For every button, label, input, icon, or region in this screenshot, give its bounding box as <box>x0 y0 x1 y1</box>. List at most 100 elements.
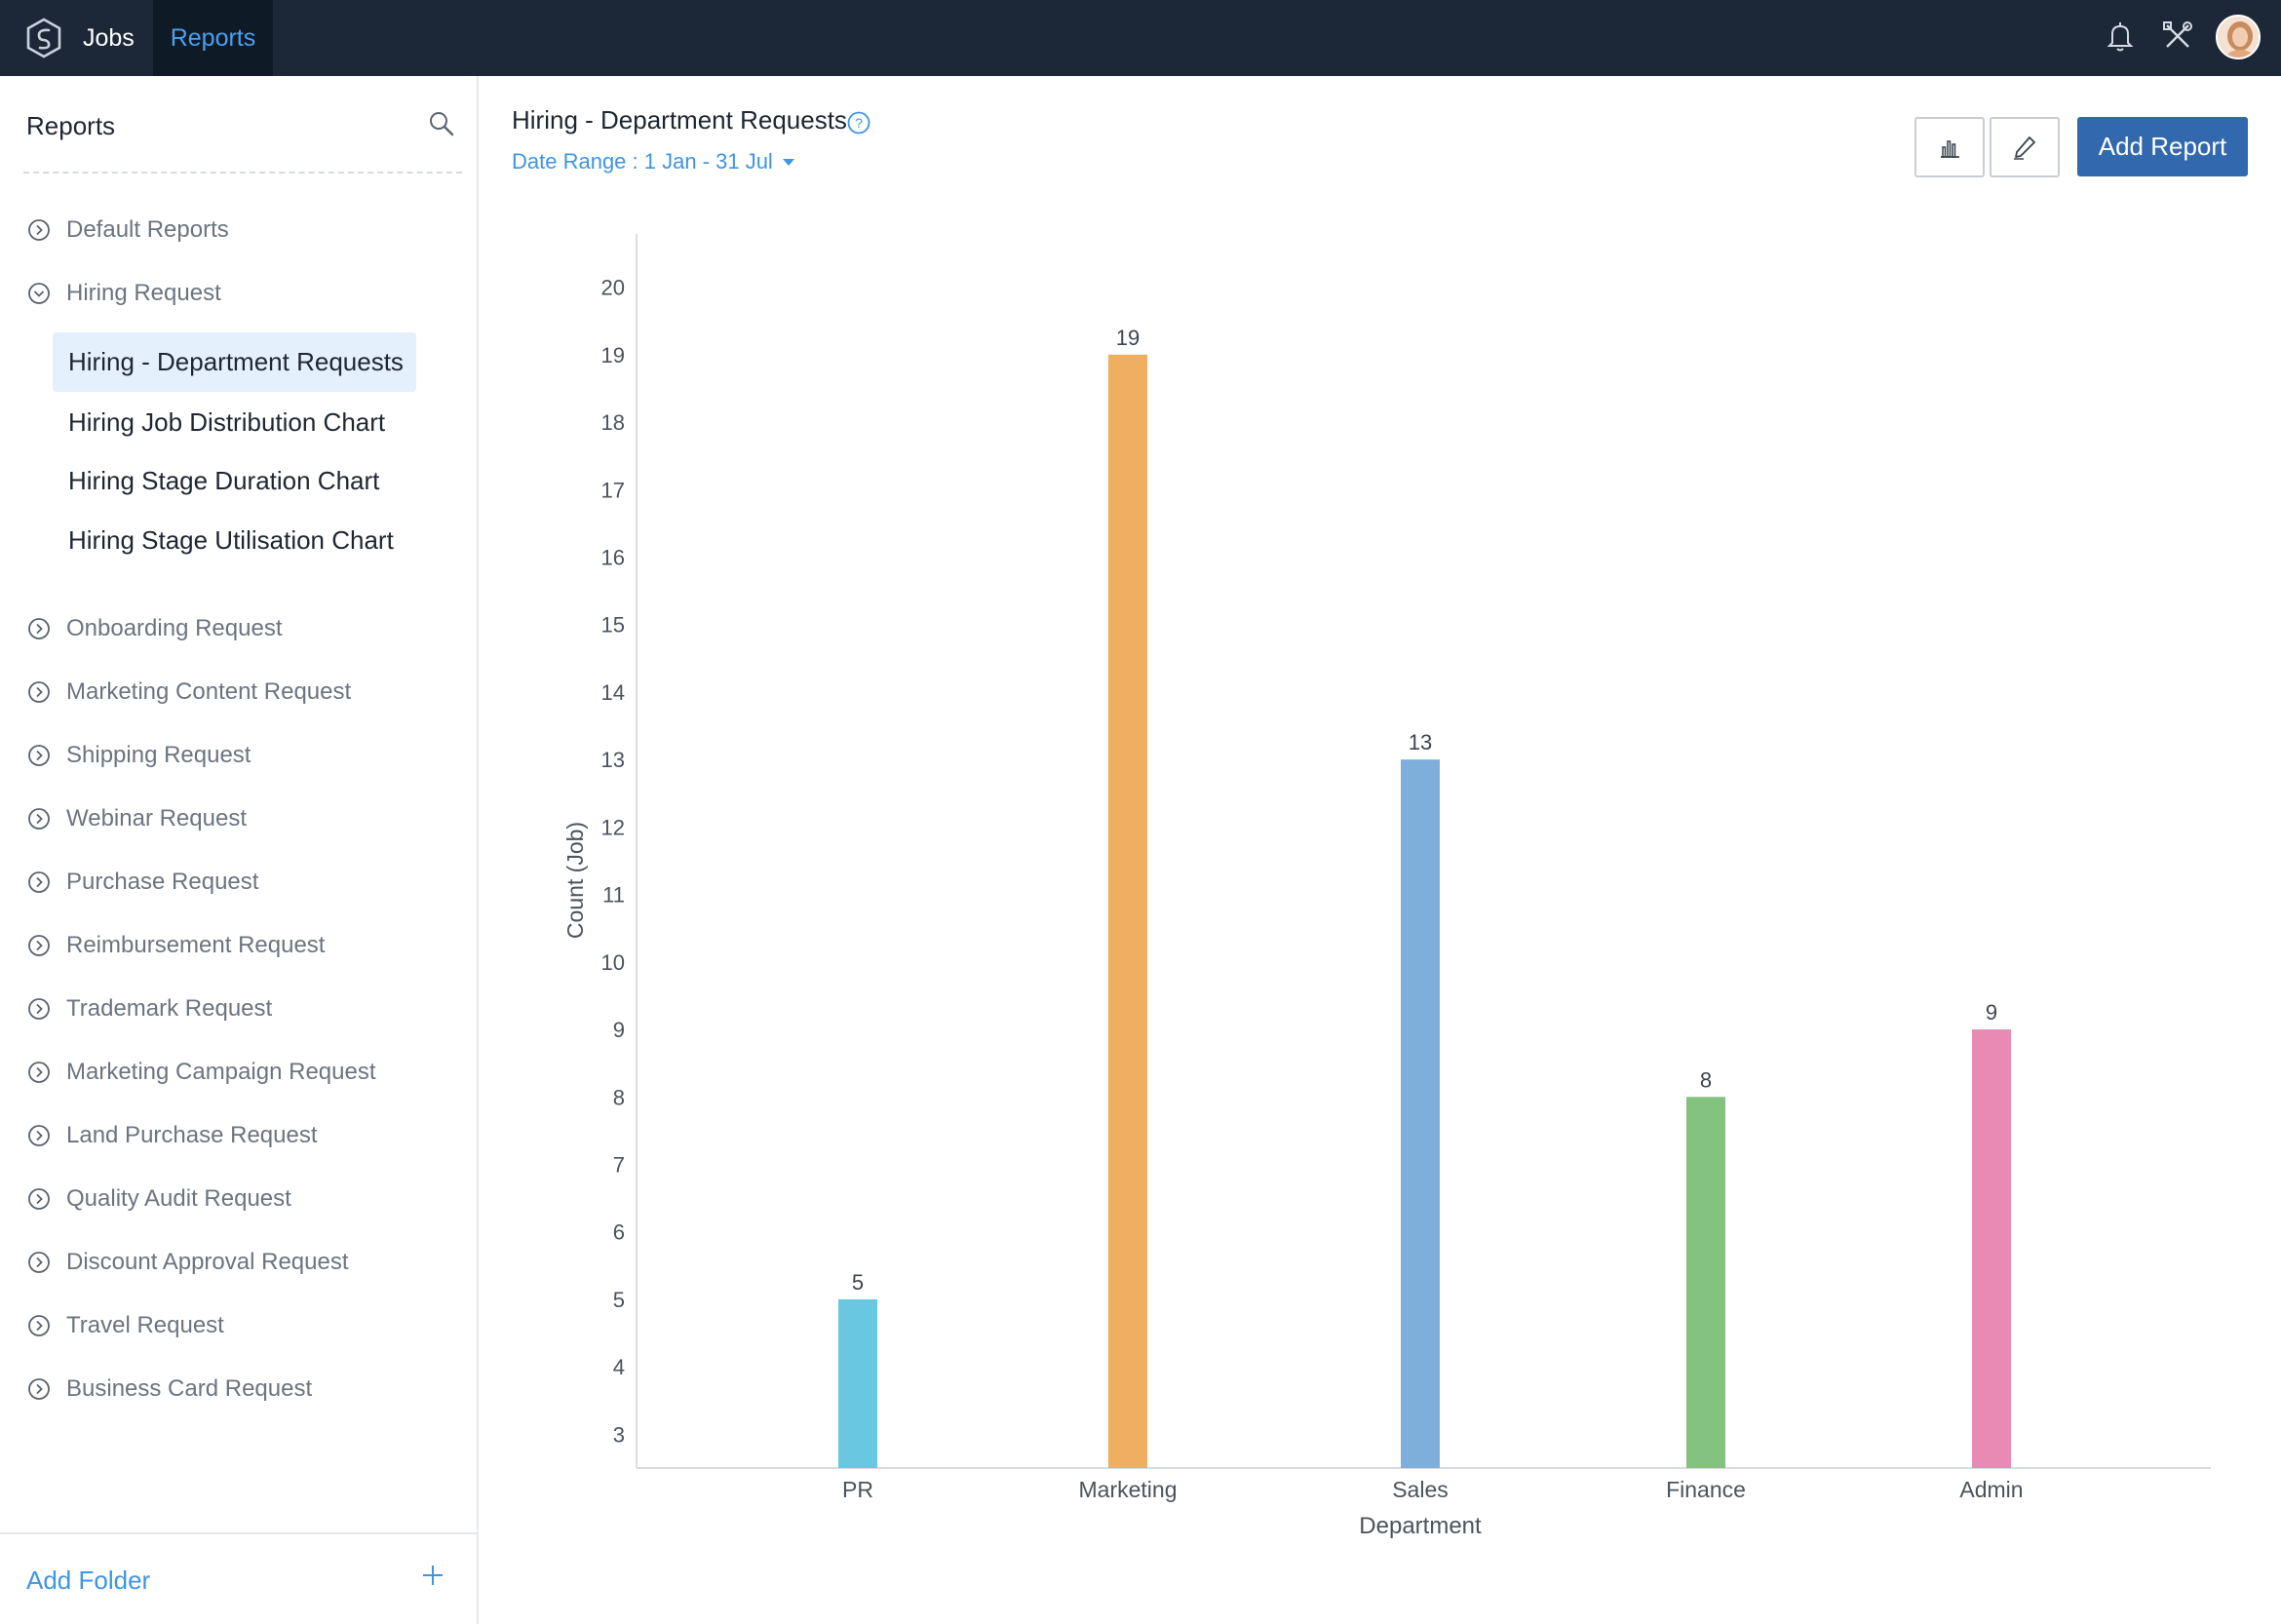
folder-label: Hiring Request <box>66 280 221 306</box>
chart-type-button[interactable] <box>1914 117 1985 177</box>
tools-icon[interactable] <box>2158 17 2197 56</box>
data-label: 13 <box>1409 730 1432 754</box>
folder-label: Travel Request <box>66 1312 224 1338</box>
sidebar-title: Reports <box>26 111 116 140</box>
y-tick-label: 3 <box>613 1422 625 1447</box>
chevron-right-circle-icon <box>28 871 50 893</box>
folder-label: Land Purchase Request <box>66 1122 318 1148</box>
folder-label: Quality Audit Request <box>66 1185 291 1212</box>
bar-chart-icon <box>1941 140 1959 158</box>
sidebar-footer-divider <box>0 1532 477 1534</box>
plus-icon[interactable] <box>417 1560 448 1591</box>
y-axis-title: Count (Job) <box>562 822 588 939</box>
folder-label: Trademark Request <box>66 995 273 1022</box>
department-bar-chart: 3 4 5 6 7 8 9 10 11 12 13 14 15 16 17 18 19 20 Count (Job)… <box>562 234 2211 1539</box>
x-tick-label: Sales <box>1392 1477 1449 1502</box>
folder-purchase-request[interactable]: Purchase Request <box>25 863 258 902</box>
y-tick-label: 7 <box>613 1153 625 1178</box>
folder-label: Marketing Content Request <box>66 678 352 705</box>
x-tick-label: Admin <box>1959 1477 2023 1502</box>
folder-webinar-request[interactable]: Webinar Request <box>25 799 247 838</box>
search-icon[interactable] <box>427 109 456 138</box>
reports-sidebar: Reports Default Reports Hiring Request H… <box>0 76 479 1624</box>
y-tick-label: 13 <box>601 748 625 772</box>
top-nav-bar: Jobs Reports <box>0 0 2281 76</box>
chevron-right-circle-icon <box>28 935 50 956</box>
folder-default-reports[interactable]: Default Reports <box>25 211 229 250</box>
bar-finance <box>1686 1097 1725 1468</box>
chevron-right-circle-icon <box>28 681 50 703</box>
pencil-icon <box>2014 136 2035 160</box>
folder-shipping-request[interactable]: Shipping Request <box>25 736 251 775</box>
y-tick-label: 4 <box>613 1355 625 1379</box>
x-axis-title: Department <box>1359 1513 1482 1539</box>
y-tick-label: 17 <box>601 478 625 502</box>
y-tick-label: 5 <box>613 1288 625 1312</box>
edit-report-button[interactable] <box>1990 117 2060 177</box>
chevron-right-circle-icon <box>28 1188 50 1210</box>
folder-label: Onboarding Request <box>66 615 283 641</box>
chevron-right-circle-icon <box>28 1062 50 1083</box>
help-icon[interactable]: ? <box>846 110 871 135</box>
y-tick-label: 18 <box>601 410 625 435</box>
report-hiring-department-requests[interactable]: Hiring - Department Requests <box>53 332 416 392</box>
chevron-down-circle-icon <box>28 283 50 304</box>
chevron-right-circle-icon <box>28 1125 50 1146</box>
folder-label: Marketing Campaign Request <box>66 1059 376 1085</box>
folder-marketing-content-request[interactable]: Marketing Content Request <box>25 673 351 712</box>
folder-label: Reimbursement Request <box>66 932 326 958</box>
folder-hiring-request[interactable]: Hiring Request <box>25 274 221 313</box>
caret-down-icon <box>782 158 794 166</box>
y-tick-label: 12 <box>601 815 625 839</box>
y-tick-label: 6 <box>613 1220 625 1245</box>
add-report-button[interactable]: Add Report <box>2077 117 2248 176</box>
folder-trademark-request[interactable]: Trademark Request <box>25 989 272 1028</box>
report-title: Hiring - Department Requests <box>512 105 847 135</box>
x-tick-label: Marketing <box>1079 1477 1178 1502</box>
tab-reports[interactable]: Reports <box>153 0 273 76</box>
chevron-right-circle-icon <box>28 745 50 766</box>
app-logo-icon[interactable] <box>23 17 64 59</box>
report-hiring-job-distribution-chart[interactable]: Hiring Job Distribution Chart <box>68 407 386 437</box>
sidebar-divider <box>23 172 462 174</box>
tab-jobs[interactable]: Jobs <box>83 24 135 52</box>
x-tick-label: PR <box>842 1477 873 1502</box>
chevron-right-circle-icon <box>28 998 50 1020</box>
chevron-right-circle-icon <box>28 1378 50 1400</box>
folder-label: Shipping Request <box>66 742 251 768</box>
folder-label: Business Card Request <box>66 1375 313 1402</box>
y-tick-label: 11 <box>602 883 625 908</box>
y-tick-label: 15 <box>601 613 625 638</box>
folder-onboarding-request[interactable]: Onboarding Request <box>25 609 282 648</box>
report-hiring-stage-duration-chart[interactable]: Hiring Stage Duration Chart <box>68 466 380 495</box>
folder-quality-audit-request[interactable]: Quality Audit Request <box>25 1179 291 1218</box>
y-tick-label: 20 <box>601 276 625 300</box>
folder-travel-request[interactable]: Travel Request <box>25 1306 224 1345</box>
data-label: 5 <box>852 1270 864 1295</box>
avatar-image <box>2218 17 2259 58</box>
data-label: 9 <box>1986 1000 1997 1025</box>
add-folder-button[interactable]: Add Folder <box>26 1566 151 1595</box>
bar-pr <box>838 1298 877 1468</box>
chevron-right-circle-icon <box>28 1315 50 1336</box>
folder-label: Purchase Request <box>66 869 259 895</box>
y-tick-label: 9 <box>613 1018 625 1042</box>
y-tick-label: 8 <box>613 1085 625 1109</box>
folder-marketing-campaign-request[interactable]: Marketing Campaign Request <box>25 1053 376 1092</box>
folder-label: Discount Approval Request <box>66 1249 349 1275</box>
report-hiring-stage-utilisation-chart[interactable]: Hiring Stage Utilisation Chart <box>68 525 394 555</box>
folder-land-purchase-request[interactable]: Land Purchase Request <box>25 1116 318 1155</box>
data-label: 8 <box>1700 1067 1712 1092</box>
folder-label: Default Reports <box>66 216 229 243</box>
chevron-right-circle-icon <box>28 1252 50 1273</box>
user-avatar[interactable] <box>2216 15 2261 59</box>
chevron-right-circle-icon <box>28 618 50 639</box>
folder-business-card-request[interactable]: Business Card Request <box>25 1370 312 1409</box>
bar-marketing <box>1108 354 1147 1468</box>
folder-discount-approval-request[interactable]: Discount Approval Request <box>25 1243 349 1282</box>
bar-sales <box>1401 759 1440 1468</box>
folder-reimbursement-request[interactable]: Reimbursement Request <box>25 926 325 965</box>
bell-icon[interactable] <box>2101 17 2140 56</box>
chevron-right-circle-icon <box>28 219 50 241</box>
date-range-selector[interactable]: Date Range : 1 Jan - 31 Jul <box>512 149 794 174</box>
